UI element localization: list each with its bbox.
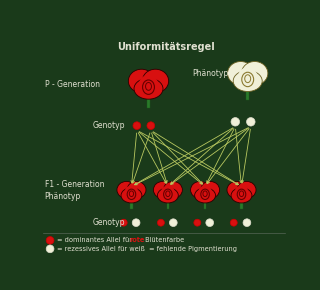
Ellipse shape [157,188,178,203]
Ellipse shape [143,80,155,94]
Circle shape [206,219,214,226]
Bar [130,197,132,209]
Text: Phänotyp: Phänotyp [192,69,228,78]
Ellipse shape [201,182,220,198]
Text: Genotyp: Genotyp [93,121,125,130]
Ellipse shape [203,191,207,197]
Ellipse shape [198,186,212,200]
Ellipse shape [228,61,254,85]
Circle shape [147,122,155,130]
Circle shape [120,219,127,226]
Ellipse shape [242,61,268,85]
Text: Uniformitätsregel: Uniformitätsregel [117,43,214,52]
Ellipse shape [124,186,139,200]
Ellipse shape [127,189,136,200]
Bar [167,197,169,209]
Ellipse shape [195,188,215,203]
Ellipse shape [121,188,142,203]
Ellipse shape [128,69,155,93]
Ellipse shape [134,78,163,99]
Ellipse shape [139,75,158,95]
Ellipse shape [161,186,175,200]
Ellipse shape [164,189,172,200]
Circle shape [157,219,164,226]
Ellipse shape [127,182,146,198]
Circle shape [194,219,201,226]
Text: Genotyp: Genotyp [93,218,125,227]
Ellipse shape [146,82,151,90]
Bar [147,91,150,108]
Ellipse shape [233,70,262,91]
Ellipse shape [164,182,182,198]
Ellipse shape [237,189,246,200]
Text: rote: rote [129,238,145,243]
Ellipse shape [239,191,244,197]
Circle shape [132,219,140,226]
Ellipse shape [227,182,246,198]
Text: F1 - Generation: F1 - Generation [45,180,104,189]
Ellipse shape [201,189,209,200]
Text: Blütenfarbe: Blütenfarbe [143,238,184,243]
Ellipse shape [234,186,249,200]
Circle shape [133,122,141,130]
Text: P - Generation: P - Generation [45,80,100,89]
Circle shape [46,237,54,244]
Bar [204,197,206,209]
Circle shape [46,245,54,253]
Ellipse shape [166,191,170,197]
Circle shape [230,219,237,226]
Text: = dominantes Allel für: = dominantes Allel für [57,238,134,243]
Ellipse shape [117,182,136,198]
Ellipse shape [238,67,258,87]
Ellipse shape [153,182,172,198]
Text: = rezessives Allel für weiß  = fehlende Pigmentierung: = rezessives Allel für weiß = fehlende P… [57,246,237,252]
Ellipse shape [142,69,169,93]
Bar [240,197,243,209]
Text: Phänotyp: Phänotyp [45,192,81,201]
Ellipse shape [237,182,256,198]
Bar [246,83,249,100]
Circle shape [231,117,240,126]
Ellipse shape [242,72,254,87]
Ellipse shape [191,182,210,198]
Ellipse shape [129,191,133,197]
Ellipse shape [231,188,252,203]
Ellipse shape [245,75,251,83]
Circle shape [243,219,251,226]
Circle shape [246,117,255,126]
Circle shape [169,219,177,226]
